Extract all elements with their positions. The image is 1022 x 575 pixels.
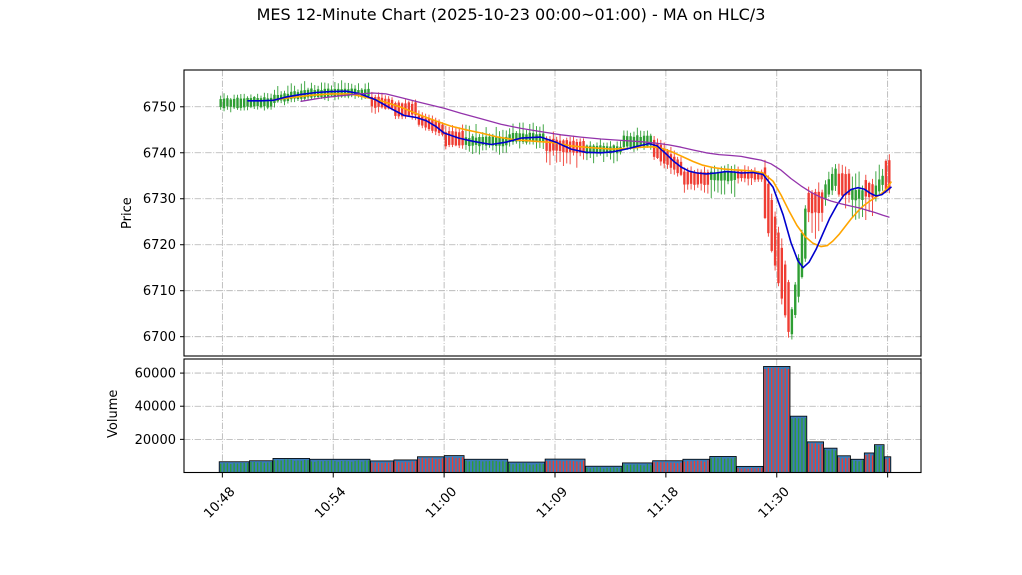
volume-bar-down xyxy=(544,458,586,473)
x-tick-label: 11:18 xyxy=(645,484,682,521)
ma-mid-line xyxy=(272,93,892,248)
volume-bars xyxy=(218,366,892,473)
x-tick-label: 11:30 xyxy=(756,484,793,521)
volume-bar-up xyxy=(309,458,371,473)
ma-fast-line xyxy=(247,90,892,269)
price-tick-label: 6740 xyxy=(143,146,176,161)
volume-bar-down xyxy=(443,455,465,473)
volume-bar-down xyxy=(763,366,791,473)
x-tick-label: 11:09 xyxy=(534,484,571,521)
x-tick-label: 10:54 xyxy=(312,484,349,521)
price-tick-label: 6720 xyxy=(143,238,176,253)
volume-bar-up xyxy=(709,456,737,473)
volume-tick-label: 60000 xyxy=(135,367,176,382)
price-panel-gridlines xyxy=(184,70,921,356)
price-tick-label: 6730 xyxy=(143,192,176,207)
volume-panel-border xyxy=(183,358,922,474)
panel-borders xyxy=(183,69,922,474)
volume-tick-label: 20000 xyxy=(135,433,176,448)
x-tick-label: 10:48 xyxy=(201,484,238,521)
x-tick-label: 11:00 xyxy=(423,484,460,521)
ma-slow-line xyxy=(300,92,890,218)
volume-bar-down xyxy=(417,456,445,473)
price-tick-label: 6750 xyxy=(143,100,176,115)
volume-tick-label: 40000 xyxy=(135,400,176,415)
price-tick-label: 6700 xyxy=(143,330,176,345)
volume-bar-down xyxy=(682,458,710,473)
chart-title: MES 12-Minute Chart (2025-10-23 00:00~01… xyxy=(256,5,766,24)
price-panel-border xyxy=(183,69,922,357)
price-tick-label: 6710 xyxy=(143,284,176,299)
volume-bar-down xyxy=(736,465,764,473)
